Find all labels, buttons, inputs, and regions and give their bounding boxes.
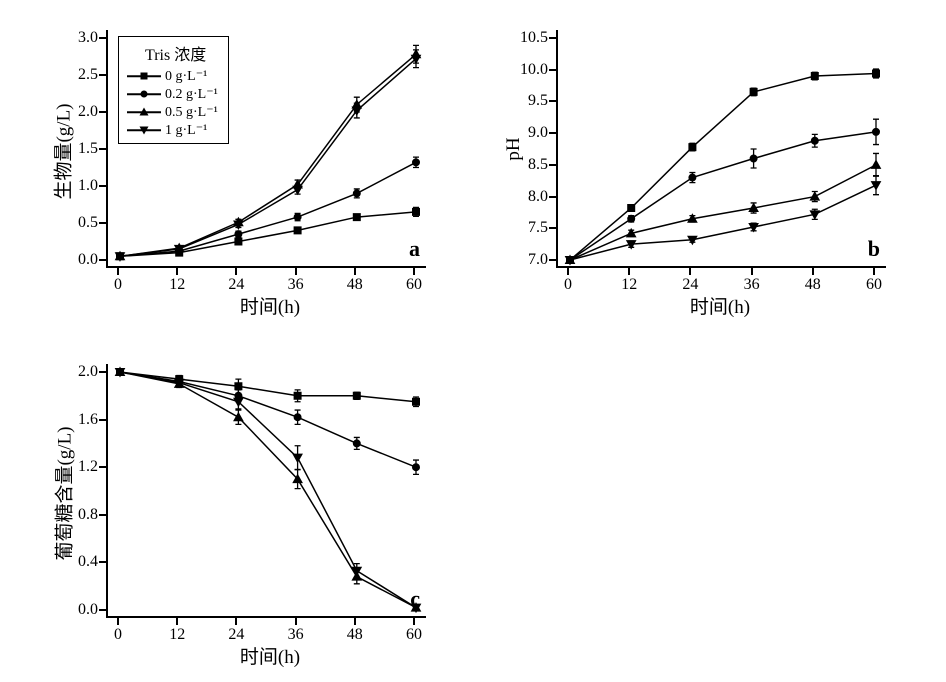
y-tick-label: 0.0 [64,251,98,269]
legend-item: 0 g·L⁻¹ [127,67,218,85]
legend-label: 0.2 g·L⁻¹ [165,86,218,103]
y-tick-label: 9.0 [514,124,548,142]
legend-label: 0 g·L⁻¹ [165,68,207,85]
x-tick-label: 48 [805,276,821,294]
y-tick-label: 10.0 [514,61,548,79]
y-tick-label: 8.5 [514,156,548,174]
y-tick-label: 1.6 [64,411,98,429]
x-tick-label: 12 [621,276,637,294]
panel-label-c: c [410,586,420,612]
panel-b: b pH 时间(h) 01224364860 7.07.58.08.59.09.… [490,10,920,320]
x-tick-label: 12 [169,626,185,644]
panel-label-b: b [868,236,880,262]
y-tick-label: 0.5 [64,214,98,232]
legend: Tris 浓度 0 g·L⁻¹0.2 g·L⁻¹0.5 g·L⁻¹1 g·L⁻¹ [118,36,229,144]
panel-c: c 葡萄糖含量(g/L) 时间(h) 0 12 24 36 48 60 0.0 0.4 0.8… [30,340,460,670]
y-tick-label: 1.5 [64,140,98,158]
y-tick-label: 7.5 [514,219,548,237]
x-tick-label: 24 [228,626,244,644]
y-tick-label: 9.5 [514,92,548,110]
xlabel-a: 时间(h) [210,292,330,319]
y-tick-label: 10.5 [514,29,548,47]
y-tick-label: 0.4 [64,553,98,571]
legend-label: 0.5 g·L⁻¹ [165,104,218,121]
legend-item: 0.5 g·L⁻¹ [127,103,218,121]
legend-title: Tris 浓度 [127,41,218,65]
y-tick-label: 1.0 [64,177,98,195]
y-tick-label: 2.5 [64,66,98,84]
x-tick-label: 0 [114,626,122,644]
legend-item: 0.2 g·L⁻¹ [127,85,218,103]
ylabel-c: 葡萄糖含量(g/L) [50,419,77,569]
x-tick-label: 0 [564,276,572,294]
legend-item: 1 g·L⁻¹ [127,121,218,139]
xlabel-b: 时间(h) [660,292,780,319]
x-tick-label: 48 [347,626,363,644]
x-tick-label: 60 [866,276,882,294]
y-tick-label: 1.2 [64,458,98,476]
x-tick-label: 0 [114,276,122,294]
y-tick-label: 0.8 [64,506,98,524]
chart-svg-b [558,30,888,268]
x-tick-label: 36 [288,276,304,294]
xlabel-c: 时间(h) [210,642,330,669]
x-tick-label: 48 [347,276,363,294]
y-tick-label: 2.0 [64,103,98,121]
x-tick-label: 24 [228,276,244,294]
panel-label-a: a [409,236,420,262]
x-tick-label: 24 [682,276,698,294]
y-tick-label: 0.0 [64,601,98,619]
plot-area-b: b [556,30,886,268]
y-tick-label: 2.0 [64,363,98,381]
y-tick-label: 3.0 [64,29,98,47]
y-tick-label: 7.0 [514,251,548,269]
x-tick-label: 12 [169,276,185,294]
legend-label: 1 g·L⁻¹ [165,122,207,139]
y-tick-label: 8.0 [514,188,548,206]
plot-area-c: c [106,364,426,618]
x-tick-label: 36 [288,626,304,644]
x-tick-label: 36 [744,276,760,294]
chart-svg-c [108,364,428,618]
panel-a: a Tris 浓度 0 g·L⁻¹0.2 g·L⁻¹0.5 g·L⁻¹1 g·L… [30,10,460,320]
x-tick-label: 60 [406,276,422,294]
x-tick-label: 60 [406,626,422,644]
